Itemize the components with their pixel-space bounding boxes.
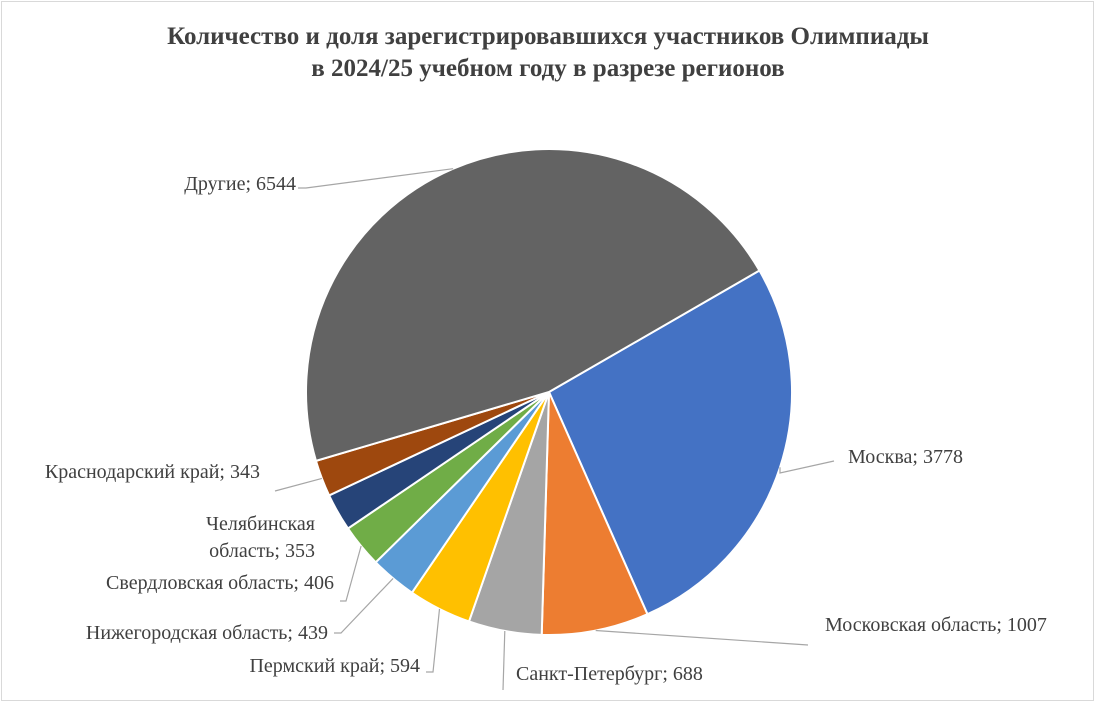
leader-line-пермский-край [426, 608, 441, 673]
leader-line-краснодарский-край [274, 477, 323, 492]
leader-line-другие [298, 168, 454, 189]
leader-line-московская-область [595, 629, 809, 646]
leader-line-свердловская-область [340, 545, 362, 602]
data-label-санкт-петербург: Санкт-Петербург; 688 [516, 663, 703, 685]
chart-title-line-2: в 2024/25 учебном году в разрезе регионо… [311, 55, 784, 82]
data-label-другие: Другие; 6544 [184, 173, 296, 195]
data-label-пермский-край: Пермский край; 594 [249, 655, 420, 677]
pie-slice-9 [305, 148, 761, 463]
leader-line-нижегородская-область [334, 577, 394, 634]
data-label-краснодарский-край: Краснодарский край; 343 [45, 461, 260, 483]
data-label-москва: Москва; 3778 [848, 446, 963, 468]
data-label-московская-область: Московская область; 1007 [825, 614, 1047, 636]
leader-line-москва [779, 460, 835, 474]
data-label-челябинская-область-line-2: область; 353 [209, 540, 315, 562]
data-label-челябинская-область-line-1: Челябинская [206, 513, 315, 535]
data-label-нижегородская-область: Нижегородская область; 439 [86, 622, 328, 644]
leader-lines [274, 168, 835, 691]
data-label-свердловская-область: Свердловская область; 406 [106, 572, 334, 594]
chart-title-line-1: Количество и доля зарегистрировавшихся у… [167, 23, 929, 50]
pie-slices [305, 148, 793, 636]
leader-line-санкт-петербург [502, 630, 506, 691]
data-labels: Москва; 3778 Московская область; 1007 Санк… [45, 173, 1047, 685]
